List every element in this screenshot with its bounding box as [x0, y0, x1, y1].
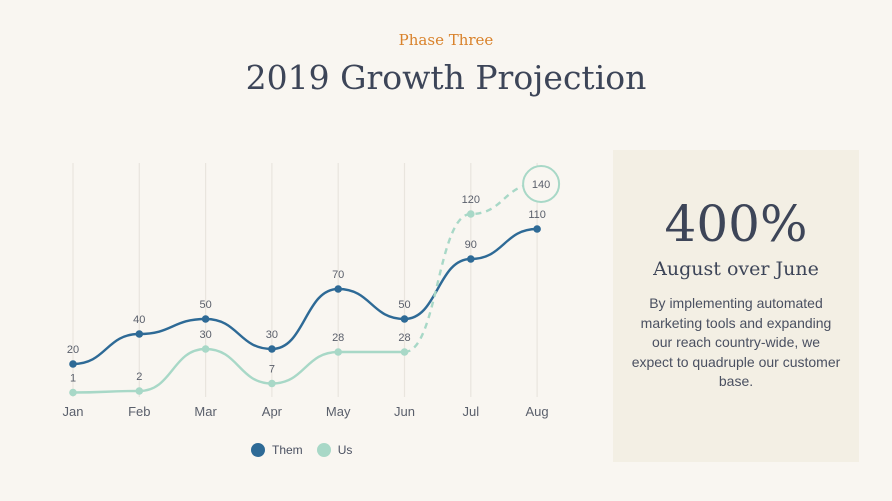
x-tick-label: Jul: [462, 404, 479, 419]
legend-swatch-us: [316, 443, 331, 457]
data-point: [69, 360, 77, 368]
data-label: 28: [398, 332, 410, 344]
legend-item-them[interactable]: Them: [251, 443, 303, 457]
data-point: [69, 388, 77, 397]
x-tick-label: May: [326, 404, 351, 419]
data-label: 40: [133, 314, 145, 326]
x-tick-label: Aug: [526, 404, 549, 419]
data-label: 50: [398, 299, 410, 311]
data-point: [334, 285, 343, 293]
x-tick-label: Jun: [394, 404, 415, 419]
data-point: [135, 330, 144, 338]
data-label-highlight: 140: [532, 179, 550, 191]
data-label: 30: [199, 329, 211, 341]
data-point: [334, 348, 343, 356]
data-label: 50: [199, 299, 211, 311]
eyebrow-label: Phase Three: [398, 31, 494, 49]
data-point: [201, 315, 210, 323]
legend-swatch-them: [251, 443, 265, 457]
data-point: [268, 345, 276, 353]
stat-callout-panel: 400% August over June By implementing au…: [613, 150, 859, 462]
highlight-ring: [522, 165, 561, 203]
legend-label-them: Them: [272, 443, 303, 457]
series-line-us: [72, 347, 405, 394]
data-point: [201, 345, 210, 353]
data-point: [400, 348, 409, 356]
data-label: 110: [528, 209, 546, 221]
data-point: [135, 387, 144, 395]
stat-big-number: 400%: [664, 195, 808, 253]
chart-legend: Them Us: [251, 443, 366, 457]
data-point: [268, 379, 276, 388]
data-point: [533, 225, 541, 233]
x-tick-label: Jan: [63, 404, 84, 419]
data-label: 30: [266, 329, 278, 341]
data-label: 28: [332, 332, 344, 344]
data-label: 7: [269, 364, 275, 376]
data-label: 70: [332, 269, 344, 281]
data-point: [400, 315, 409, 323]
data-point: [467, 255, 475, 263]
x-tick-label: Mar: [194, 404, 217, 419]
stat-subtitle: August over June: [653, 258, 819, 280]
legend-label-us: Us: [337, 443, 353, 457]
data-label: 2: [136, 371, 142, 383]
data-label: 90: [465, 239, 477, 251]
data-label: 20: [67, 344, 79, 356]
series-line-them: [72, 227, 538, 366]
page-title: 2019 Growth Projection: [245, 58, 647, 97]
x-tick-label: Feb: [128, 404, 150, 419]
stat-description: By implementing automated marketing tool…: [631, 295, 841, 389]
legend-item-us[interactable]: Us: [316, 443, 353, 457]
data-point: [467, 210, 475, 218]
data-label: 120: [462, 194, 480, 206]
data-label: 1: [70, 373, 76, 385]
x-tick-label: Apr: [262, 404, 283, 419]
